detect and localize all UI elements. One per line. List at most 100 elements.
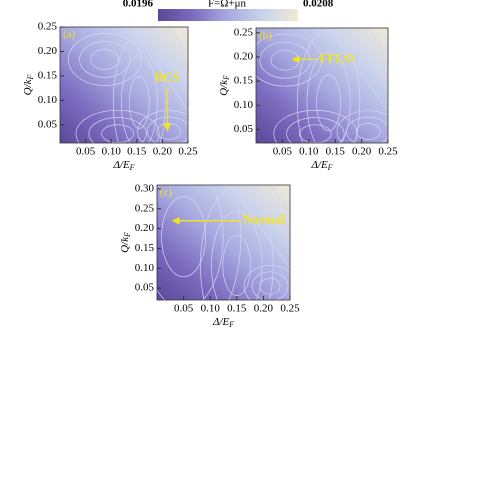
contour-line — [316, 74, 341, 132]
y-tick-label: 0.25 — [234, 26, 254, 38]
label-main: Δ/E — [112, 159, 130, 171]
colorbar-title: F=Ω+μn — [208, 0, 247, 10]
x-tick-label: 0.25 — [280, 303, 300, 315]
y-tick-label: 0.05 — [38, 118, 58, 130]
colorbar — [158, 9, 298, 21]
contour-line — [306, 52, 351, 143]
contour-line — [79, 41, 131, 78]
contour-line — [211, 211, 263, 300]
contour-line — [157, 185, 224, 300]
y-tick-label: 0.20 — [38, 45, 58, 57]
y-tick-label: 0.10 — [234, 99, 254, 111]
y-tick-label: 0.25 — [38, 21, 58, 33]
y-tick-label: 0.10 — [135, 262, 155, 274]
panel-label: (b) — [259, 30, 272, 42]
contour-line — [88, 117, 147, 143]
contour-line — [355, 123, 381, 140]
contour-line — [259, 41, 311, 79]
label-main: Δ/E — [212, 316, 230, 328]
x-tick-label: 0.20 — [254, 303, 274, 315]
x-tick-label: 0.20 — [352, 146, 372, 158]
contour-line — [367, 28, 388, 56]
contour-lines — [68, 27, 188, 143]
x-tick-label: 0.25 — [178, 146, 198, 158]
colorbar-tick-label: 0.0208 — [303, 0, 334, 10]
x-tick-label: 0.05 — [76, 146, 96, 158]
contour-line — [90, 49, 120, 70]
contour-line — [130, 27, 188, 111]
x-axis-label: Δ/EF — [212, 316, 234, 329]
contour-line — [229, 185, 290, 269]
contour-line — [286, 117, 345, 143]
contour-line — [297, 29, 361, 143]
contour-line — [113, 34, 166, 143]
label-sub: F — [123, 232, 132, 238]
contour-line — [137, 110, 188, 143]
contour-line — [273, 110, 358, 143]
label-sub: F — [228, 320, 234, 329]
y-tick-label: 0.05 — [135, 282, 155, 294]
axes-frame — [59, 26, 189, 144]
x-axis-label: Δ/EF — [112, 159, 134, 172]
annotation: BCS — [155, 70, 180, 85]
contour-line — [156, 123, 182, 140]
label-main: Q/k — [119, 236, 131, 253]
contour-line — [168, 27, 188, 56]
axes-frame — [255, 27, 389, 144]
contour-line — [75, 109, 160, 143]
contour-line — [149, 27, 188, 83]
contour-line — [336, 110, 388, 143]
contour-line — [259, 277, 281, 295]
contour-line — [251, 271, 289, 300]
contour-line — [222, 235, 252, 296]
label-sub: F — [129, 163, 135, 172]
label-main: Δ/E — [310, 159, 328, 171]
panel-label: (c) — [160, 187, 173, 199]
x-tick-label: 0.15 — [326, 146, 346, 158]
y-tick-label: 0.15 — [135, 242, 155, 254]
x-tick-label: 0.10 — [201, 303, 221, 315]
x-axis-label: Δ/EF — [310, 159, 332, 172]
colorbar-tick-label: 0.0196 — [123, 0, 154, 10]
label-main: Q/k — [218, 79, 230, 96]
label-main: Q/k — [22, 78, 34, 95]
contour-lines — [256, 28, 388, 143]
y-tick-label: 0.25 — [135, 202, 155, 214]
contour-line — [249, 185, 290, 241]
contour-line — [346, 116, 388, 143]
contour-line — [146, 116, 188, 143]
y-tick-label: 0.10 — [38, 94, 58, 106]
contour-line — [256, 33, 322, 87]
panel-label: (a) — [63, 29, 76, 41]
contour-line — [129, 76, 150, 129]
y-tick-label: 0.20 — [234, 51, 254, 63]
contour-line — [243, 265, 290, 300]
annotation: FFLO — [320, 50, 355, 65]
x-tick-label: 0.05 — [174, 303, 194, 315]
contour-line — [328, 28, 388, 112]
x-tick-label: 0.10 — [299, 146, 319, 158]
annotation: Normal — [243, 212, 286, 227]
contour-line — [121, 55, 158, 143]
contour-line — [68, 33, 142, 86]
x-tick-label: 0.20 — [153, 146, 173, 158]
axes-frame — [156, 184, 291, 301]
x-tick-label: 0.05 — [273, 146, 293, 158]
y-tick-label: 0.15 — [234, 75, 254, 87]
x-tick-label: 0.15 — [127, 146, 147, 158]
y-tick-label: 0.05 — [234, 123, 254, 135]
label-sub: F — [26, 75, 35, 81]
contour-lines — [157, 185, 290, 300]
label-sub: F — [222, 75, 231, 81]
contour-field — [157, 185, 290, 300]
x-tick-label: 0.25 — [378, 146, 398, 158]
y-tick-label: 0.20 — [135, 222, 155, 234]
x-tick-label: 0.10 — [102, 146, 122, 158]
contour-line — [348, 28, 388, 84]
y-tick-label: 0.15 — [38, 69, 58, 81]
x-tick-label: 0.15 — [227, 303, 247, 315]
y-axis-label: Q/kF — [119, 232, 132, 253]
y-axis-label: Q/kF — [218, 75, 231, 96]
contour-line — [161, 196, 206, 278]
